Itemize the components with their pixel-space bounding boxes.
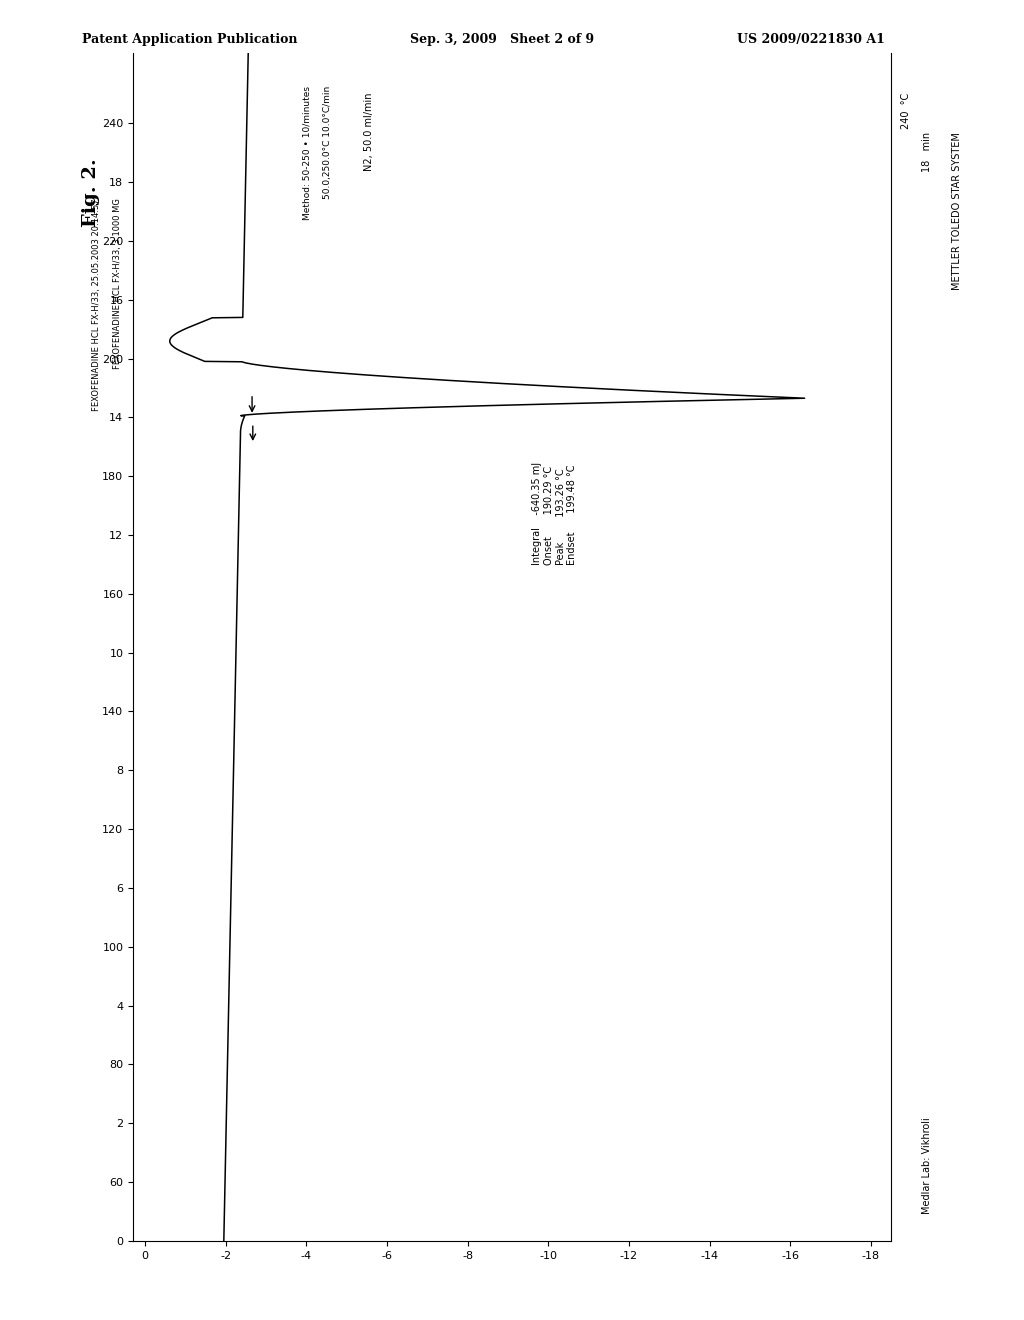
Text: US 2009/0221830 A1: US 2009/0221830 A1 [737, 33, 885, 46]
Text: Sep. 3, 2009   Sheet 2 of 9: Sep. 3, 2009 Sheet 2 of 9 [410, 33, 594, 46]
Text: FEXOFENADINE HCL FX-H/33, 25.05.2003 20:14:57: FEXOFENADINE HCL FX-H/33, 25.05.2003 20:… [92, 198, 101, 411]
Text: N2, 50.0 ml/min: N2, 50.0 ml/min [364, 92, 374, 170]
Text: Fig. 2.: Fig. 2. [82, 158, 100, 227]
Text: FEXOFENADINE HCL FX-H/33, 3.1000 MG: FEXOFENADINE HCL FX-H/33, 3.1000 MG [113, 198, 122, 368]
Text: Patent Application Publication: Patent Application Publication [82, 33, 297, 46]
Text: 18   min: 18 min [922, 132, 932, 172]
Text: Medlar Lab: Vikhroli: Medlar Lab: Vikhroli [922, 1118, 932, 1214]
Text: 240  °C: 240 °C [901, 92, 911, 128]
Text: Integral    -640.35 mJ
Onset       190.29 °C
Peak        193.26 °C
Endset      1: Integral -640.35 mJ Onset 190.29 °C Peak… [532, 462, 578, 565]
Text: METTLER TOLEDO STAR SYSTEM: METTLER TOLEDO STAR SYSTEM [952, 132, 963, 290]
Text: 50.0,250.0°C 10.0°C/min: 50.0,250.0°C 10.0°C/min [323, 86, 332, 199]
Text: Method: 50-250 • 10/minutes: Method: 50-250 • 10/minutes [302, 86, 311, 220]
